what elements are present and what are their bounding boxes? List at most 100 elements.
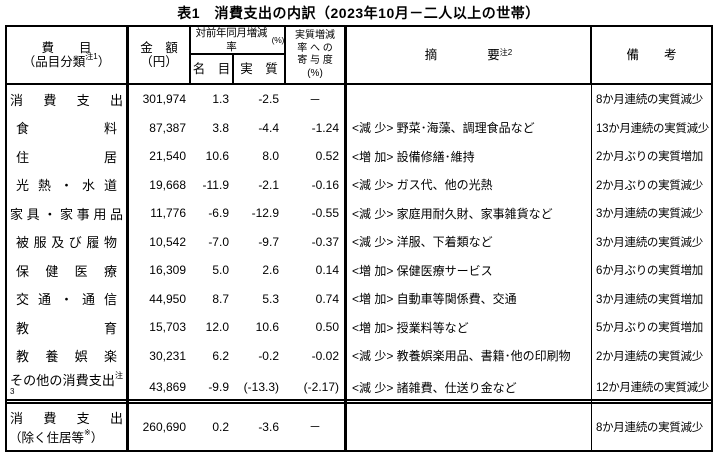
summary-text: <減 少> ガス代、他の光熱 (347, 170, 592, 199)
amount-value: 260,690 (142, 419, 186, 434)
summary-text: <増 加> 設備修繕･維持 (347, 142, 592, 171)
remarks-text: 2か月連続の実質減少 (596, 350, 703, 363)
item-label-line2: （除く住居等※） (9, 427, 104, 445)
table-row: 家具・家事用品 11,776 -6.9 -12.9 -0.55 <減 少> 家庭… (7, 199, 711, 228)
amount-value: 43,869 (149, 380, 186, 394)
item-label: 住居 (7, 142, 129, 171)
contribution-value: 0.50 (286, 313, 347, 342)
item-label: 教育 (7, 313, 129, 342)
remarks-text: 3か月連続の実質減少 (596, 208, 703, 221)
table-row: 消費支出 301,974 1.3 -2.5 － 8か月連続の実質減少 (7, 85, 711, 114)
summary-text: <増 加> 保健医療サービス (347, 256, 592, 285)
contribution-value: － (286, 85, 347, 114)
table-row-total: 消費支出 （除く住居等※） 260,690 0.2 -3.6 － 8か月連続の実… (7, 398, 711, 450)
header-remarks: 備 考 (626, 48, 677, 62)
item-label: 保健医療 (7, 256, 129, 285)
contribution-value: 0.52 (286, 142, 347, 171)
nominal-rate: 1.3 (212, 92, 229, 107)
contribution-value: 0.14 (286, 256, 347, 285)
header-amount: 金 額 （円） (129, 27, 191, 83)
header-real: 実 質 (234, 55, 286, 83)
remarks-text: 2か月ぶりの実質減少 (596, 179, 703, 192)
real-rate: -2.5 (258, 92, 279, 107)
real-rate: (-13.3) (243, 380, 279, 394)
summary-text: <減 少> 家庭用耐久財、家事雑貨など (347, 199, 592, 228)
summary-text: <減 少> 洋服、下着類など (347, 227, 592, 256)
header-item-category: 費 目 （品目分類注1） (7, 27, 129, 83)
table-row: 教養娯楽 30,231 6.2 -0.2 -0.02 <減 少> 教養娯楽用品、… (7, 341, 711, 370)
table-row: 保健医療 16,309 5.0 2.6 0.14 <増 加> 保健医療サービス … (7, 256, 711, 285)
nominal-rate: -9.9 (208, 380, 229, 394)
contribution-value: 0.74 (286, 284, 347, 313)
remarks-text: 13か月連続の実質減少 (596, 122, 709, 135)
real-rate: -2.1 (258, 177, 279, 192)
nominal-rate: -6.9 (208, 206, 229, 221)
nominal-rate: 8.7 (212, 291, 229, 306)
real-rate: 10.6 (255, 320, 279, 335)
remarks-text: 8か月連続の実質減少 (596, 94, 703, 107)
real-rate: 8.0 (262, 149, 279, 164)
contribution-value: -0.37 (286, 227, 347, 256)
remarks-text: 2か月ぶりの実質増加 (596, 151, 703, 164)
remarks-text: 6か月ぶりの実質増加 (596, 265, 703, 278)
nominal-rate: 10.6 (205, 149, 229, 164)
header-contribution: 実質増減 率 へ の 寄 与 度 (%) (286, 27, 347, 83)
remarks-text: 5か月ぶりの実質増加 (596, 322, 703, 335)
summary-text (347, 85, 592, 114)
table-header: 費 目 （品目分類注1） 金 額 （円） 対前年同月増減率 (%) 名 目 実 質… (7, 27, 711, 85)
nominal-rate: -7.0 (208, 234, 229, 249)
summary-text (347, 403, 592, 450)
item-label: 光熱・水道 (7, 170, 129, 199)
consumption-table: 費 目 （品目分類注1） 金 額 （円） 対前年同月増減率 (%) 名 目 実 質… (5, 25, 713, 452)
contribution-value: － (286, 403, 347, 450)
table-row: 光熱・水道 19,668 -11.9 -2.1 -0.16 <減 少> ガス代、… (7, 170, 711, 199)
item-label: 教養娯楽 (7, 341, 129, 370)
nominal-rate: 5.0 (212, 263, 229, 278)
summary-text: <減 少> 野菜･海藻、調理食品など (347, 113, 592, 142)
real-rate: -3.6 (258, 419, 279, 434)
summary-text: <減 少> 諸雑費、仕送り金など (347, 370, 592, 404)
item-label: 食料 (7, 113, 129, 142)
contribution-value: -0.16 (286, 170, 347, 199)
table-title: 表1 消費支出の内訳（2023年10月－二人以上の世帯） (177, 5, 540, 21)
amount-value: 11,776 (150, 206, 186, 221)
remarks-text: 3か月連続の実質増加 (596, 293, 703, 306)
item-label: 消費支出 （除く住居等※） (7, 403, 129, 450)
amount-value: 44,950 (149, 291, 186, 306)
table-row: 教育 15,703 12.0 10.6 0.50 <増 加> 授業料等など 5か… (7, 313, 711, 342)
nominal-rate: 12.0 (205, 320, 229, 335)
note1-marker: 注1 (85, 51, 98, 61)
percent-unit: (%) (271, 35, 285, 45)
real-rate: 2.6 (262, 263, 279, 278)
header-item-line2: （品目分類注1） (22, 51, 111, 69)
summary-text: <増 加> 授業料等など (347, 313, 592, 342)
contribution-value: -0.55 (286, 199, 347, 228)
nominal-rate: 0.2 (212, 419, 229, 434)
amount-value: 16,309 (149, 263, 186, 278)
real-rate: -9.7 (258, 234, 279, 249)
amount-value: 87,387 (149, 120, 186, 135)
header-yoy-rate: 対前年同月増減率 (%) (191, 27, 286, 55)
amount-value: 19,668 (149, 177, 186, 192)
item-label: その他の消費支出注3 (7, 370, 129, 404)
contribution-value: (-2.17) (286, 370, 347, 404)
table-row: その他の消費支出注3 43,869 -9.9 (-13.3) (-2.17) <… (7, 370, 711, 404)
contribution-value: -1.24 (286, 113, 347, 142)
nominal-rate: -11.9 (202, 177, 229, 192)
table-row: 交通・通信 44,950 8.7 5.3 0.74 <増 加> 自動車等関係費、… (7, 284, 711, 313)
real-rate: -12.9 (251, 206, 279, 221)
kome-marker: ※ (84, 427, 91, 437)
table-row: 被服及び履物 10,542 -7.0 -9.7 -0.37 <減 少> 洋服、下… (7, 227, 711, 256)
real-rate: 5.3 (262, 291, 279, 306)
table-row: 食料 87,387 3.8 -4.4 -1.24 <減 少> 野菜･海藻、調理食… (7, 113, 711, 142)
amount-value: 301,974 (142, 92, 186, 107)
remarks-text: 12か月連続の実質減少 (596, 382, 709, 394)
header-item-line1: 費 目 (41, 41, 92, 55)
summary-text: <減 少> 教養娯楽用品、書籍･他の印刷物 (347, 341, 592, 370)
item-label: 被服及び履物 (7, 227, 129, 256)
nominal-rate: 6.2 (212, 348, 229, 363)
header-summary: 摘 要注2 (347, 27, 592, 83)
remarks-text: 8か月連続の実質減少 (596, 421, 703, 434)
amount-value: 21,540 (149, 149, 186, 164)
header-nominal: 名 目 (191, 55, 234, 83)
